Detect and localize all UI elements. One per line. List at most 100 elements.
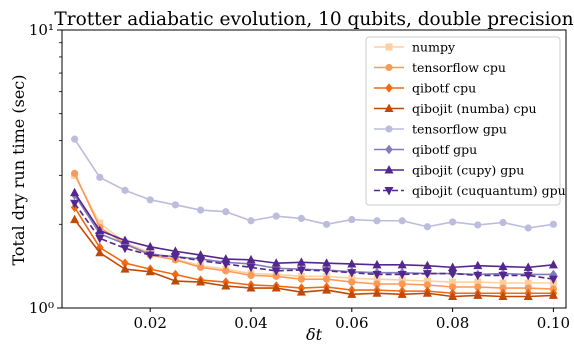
data-point [221,260,231,269]
data-point [145,241,155,251]
data-point [70,169,79,177]
plot-frame [61,29,567,309]
legend: numpy tensorflow cpu qibotf cpu qibojit (nu… [365,36,566,206]
data-point [498,271,508,281]
data-point [297,275,306,283]
x-tick-label: 0.04 [234,314,267,332]
y-tick-label: 10¹ [29,21,54,39]
data-point [146,196,154,204]
series-6 [70,187,558,271]
legend-label: tensorflow gpu [412,122,507,137]
data-point [271,258,281,267]
data-point [323,275,331,283]
legend-label: qibotf cpu [412,81,476,96]
data-point [524,224,532,232]
data-point [96,173,104,181]
data-point [70,214,80,224]
x-axis-label: δt [306,325,323,344]
data-point [498,291,508,300]
legend-marker [385,63,393,72]
data-point [548,259,558,269]
data-point [196,257,206,266]
axes: 0.02 0.04 0.06 0.08 0.10 10⁰ 10¹ [29,21,570,332]
series-line [73,138,554,229]
data-point [549,220,558,228]
data-point [348,215,356,224]
data-point [347,259,357,268]
legend-marker [385,125,393,133]
data-point [347,289,357,298]
data-point [70,187,80,197]
data-point [548,290,558,299]
data-point [70,135,79,143]
data-point [373,217,381,225]
x-tick-label: 0.06 [335,314,368,332]
series-line [73,207,554,295]
legend-entry: qibojit (cupy) gpu [374,163,524,178]
data-point [348,278,356,286]
legend-entry: tensorflow cpu [374,60,506,75]
data-point [499,218,507,227]
data-point [145,251,155,261]
data-point [95,234,105,244]
series-line [73,202,554,280]
data-point [473,290,483,299]
legend-label: qibojit (cupy) gpu [412,163,524,178]
legend-entry: tensorflow gpu [374,122,507,137]
x-tick-label: 0.08 [436,314,469,332]
data-point [548,275,558,285]
data-point [423,223,432,231]
data-point [323,220,331,228]
data-point [221,281,231,290]
data-point [523,291,533,300]
legend-marker [384,103,394,112]
data-point [120,244,130,254]
data-point [121,186,129,194]
data-point [398,217,406,225]
data-point [372,288,382,297]
data-point [296,287,306,296]
data-point [296,257,306,266]
data-point [372,270,382,280]
data-point [197,206,205,214]
data-point [246,283,256,292]
legend-label: qibojit (numba) cpu [412,101,537,116]
data-point [271,267,281,276]
y-axis-label: Total dry run time (sec) [9,75,28,266]
data-point [272,212,280,220]
legend-label: qibojit (cuquantum) gpu [412,183,566,198]
data-point [397,259,407,269]
legend-entry: qibojit (cuquantum) gpu [374,183,566,198]
data-point [247,271,255,279]
data-point [246,263,256,273]
legend-entry: numpy [374,40,456,55]
series-3 [70,214,558,300]
series-4 [70,135,558,232]
data-point [322,285,332,294]
data-point [145,266,155,276]
legend-entry: qibojit (numba) cpu [374,101,537,116]
series-line [73,219,554,298]
legend-label: tensorflow cpu [412,60,506,75]
data-point [498,261,508,271]
legend-marker [385,43,393,51]
data-point [246,254,256,264]
legend-entry: qibotf cpu [374,81,476,96]
chart-title: Trotter adiabatic evolution, 10 qubits, … [54,9,573,30]
data-point [473,271,483,281]
series-line [73,192,554,269]
data-point [95,247,105,257]
data-point [271,283,281,292]
legend-marker [385,144,393,155]
data-point [347,269,357,278]
legend-marker [385,83,393,93]
plot-area [70,135,558,300]
data-point [296,266,306,275]
data-point [448,291,458,300]
data-point [397,289,407,298]
data-point [170,253,180,262]
x-tick-label: 0.02 [133,314,166,332]
data-point [422,270,432,279]
data-point [297,214,306,223]
data-point [322,267,332,276]
